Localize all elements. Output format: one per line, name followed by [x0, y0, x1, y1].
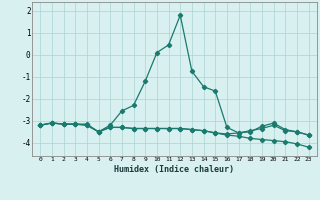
X-axis label: Humidex (Indice chaleur): Humidex (Indice chaleur)	[115, 165, 234, 174]
